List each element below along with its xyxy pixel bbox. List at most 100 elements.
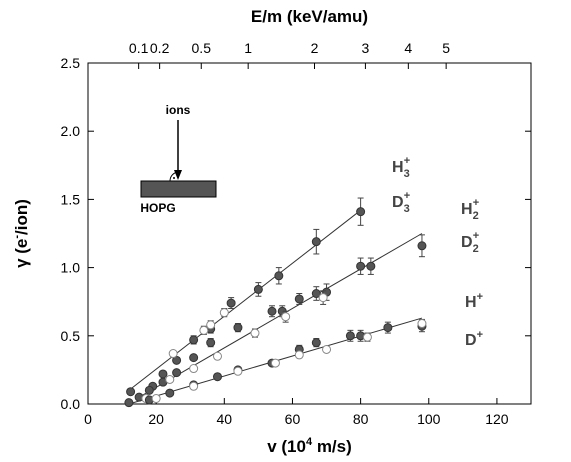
x2-tick-label: 0.1: [129, 40, 149, 56]
x2-axis-title: E/m (keV/amu): [251, 7, 368, 26]
annotation-sub: 3: [404, 168, 410, 180]
data-point: [226, 298, 236, 308]
annotation-sup: +: [404, 155, 410, 167]
series-annotation: H+: [465, 291, 483, 311]
y-tick-label: 0.5: [61, 328, 81, 344]
x2-tick-label: 4: [404, 40, 412, 56]
series-annotation: H3+: [392, 155, 410, 180]
x-axis-title-part: v (10: [267, 437, 306, 456]
x2-tick-label: 1: [244, 40, 252, 56]
x-tick-label: 60: [285, 411, 301, 427]
angle-dot: [173, 177, 175, 179]
series-annotation: D+: [465, 329, 483, 349]
annotation-sup: +: [477, 329, 483, 341]
x-tick-label: 80: [353, 411, 369, 427]
data-point: [189, 364, 199, 374]
data-point: [165, 388, 175, 398]
annotation-sup: +: [473, 230, 479, 242]
data-point: [311, 289, 321, 299]
x2-tick-label: 2: [311, 40, 319, 56]
data-point: [362, 332, 372, 342]
annotation-base: D: [461, 234, 473, 251]
series-annotation: D3+: [392, 190, 410, 215]
data-point: [417, 241, 427, 251]
y-axis-title: γ (e-/ion): [11, 199, 31, 268]
data-point: [199, 325, 209, 335]
data-point: [281, 312, 291, 322]
data-point: [366, 261, 376, 271]
data-point: [267, 306, 277, 316]
inset-label: HOPG: [140, 201, 175, 215]
annotation-sup: +: [473, 197, 479, 209]
hopg-sample: [140, 180, 217, 198]
annotation-base: H: [465, 294, 477, 311]
data-point: [322, 344, 332, 354]
annotation-sup: +: [404, 190, 410, 202]
data-point: [417, 319, 427, 329]
x-tick-label: 20: [148, 411, 164, 427]
data-point: [212, 372, 222, 382]
annotation-base: H: [461, 201, 473, 218]
y-axis-title-part: /ion): [12, 199, 31, 235]
data-point: [158, 369, 168, 379]
data-point: [383, 323, 393, 333]
annotation-sub: 2: [473, 210, 479, 222]
data-point: [168, 349, 178, 359]
y-tick-label: 0.0: [61, 396, 81, 412]
annotation-sub: 2: [473, 243, 479, 255]
fit-line: [128, 209, 361, 391]
x-tick-label: 0: [84, 411, 92, 427]
data-point: [219, 308, 229, 318]
data-point: [253, 284, 263, 294]
x-tick-label: 40: [217, 411, 233, 427]
angle-arc: [169, 171, 179, 182]
x-axis-title-part: m/s): [312, 437, 352, 456]
data-point: [165, 374, 175, 384]
data-point: [233, 323, 243, 333]
data-point: [126, 387, 136, 397]
data-point: [345, 331, 355, 341]
annotation-sub: 3: [404, 203, 410, 215]
data-point: [274, 271, 284, 281]
data-point: [294, 350, 304, 360]
y-tick-label: 1.5: [61, 191, 81, 207]
x-tick-label: 100: [417, 411, 441, 427]
x-tick-label: 120: [485, 411, 509, 427]
x2-tick-label: 0.5: [192, 40, 212, 56]
data-point: [311, 237, 321, 247]
data-point: [212, 351, 222, 361]
data-point: [189, 335, 199, 345]
y-axis-title-part: γ (e: [12, 239, 31, 268]
data-point: [206, 320, 216, 330]
inset-label: ions: [166, 103, 191, 117]
series-annotation: D2+: [461, 230, 479, 255]
data-point: [124, 398, 134, 408]
x2-tick-label: 0.2: [150, 40, 170, 56]
inset: ions HOPG: [140, 103, 217, 215]
data-point: [233, 366, 243, 376]
data-point: [151, 394, 161, 404]
series-annotation: H2+: [461, 197, 479, 222]
annotation-sup: +: [477, 291, 483, 303]
data-point: [318, 293, 328, 303]
data-point: [144, 385, 154, 395]
y-tick-label: 1.0: [61, 260, 81, 276]
arrow-head: [174, 170, 182, 180]
x-axis-title-sup: 4: [306, 436, 313, 448]
data-point: [270, 358, 280, 368]
annotation-base: D: [465, 332, 477, 349]
data-point: [356, 207, 366, 217]
data-point: [294, 294, 304, 304]
data-point: [250, 328, 260, 338]
y-tick-label: 2.0: [61, 123, 81, 139]
x2-tick-label: 3: [362, 40, 370, 56]
data-point: [356, 261, 366, 271]
y-tick-label: 2.5: [61, 55, 81, 71]
y-axis-title-sup: -: [11, 235, 23, 239]
plot-frame: [87, 62, 532, 405]
x-axis-title: v (104 m/s): [267, 436, 352, 456]
data-point: [189, 353, 199, 363]
data-point: [311, 338, 321, 348]
data-point: [189, 381, 199, 391]
